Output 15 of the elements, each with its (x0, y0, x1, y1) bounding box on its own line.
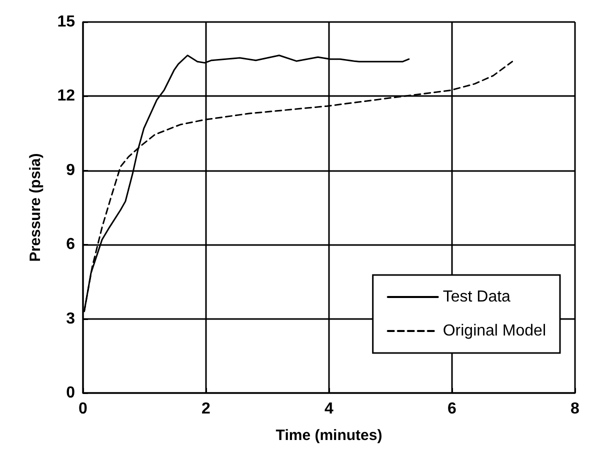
y-tick-label: 3 (66, 310, 76, 328)
y-tick-label: 9 (66, 162, 76, 179)
legend-label: Test Data (442, 288, 511, 306)
x-tick-label: 8 (570, 400, 580, 418)
y-tick-label: 15 (57, 14, 76, 30)
legend-label: Original Model (442, 322, 546, 340)
y-tick-label: 6 (66, 236, 76, 254)
x-axis-title: Time (minutes) (276, 427, 382, 444)
x-tick-label: 6 (448, 400, 457, 418)
y-axis-title: Pressure (psia) (27, 153, 44, 262)
y-tick-label: 0 (66, 384, 76, 402)
x-tick-label: 4 (324, 400, 334, 418)
x-tick-label: 2 (202, 400, 211, 418)
y-tick-label: 12 (57, 88, 76, 105)
x-tick-label: 0 (78, 400, 88, 418)
